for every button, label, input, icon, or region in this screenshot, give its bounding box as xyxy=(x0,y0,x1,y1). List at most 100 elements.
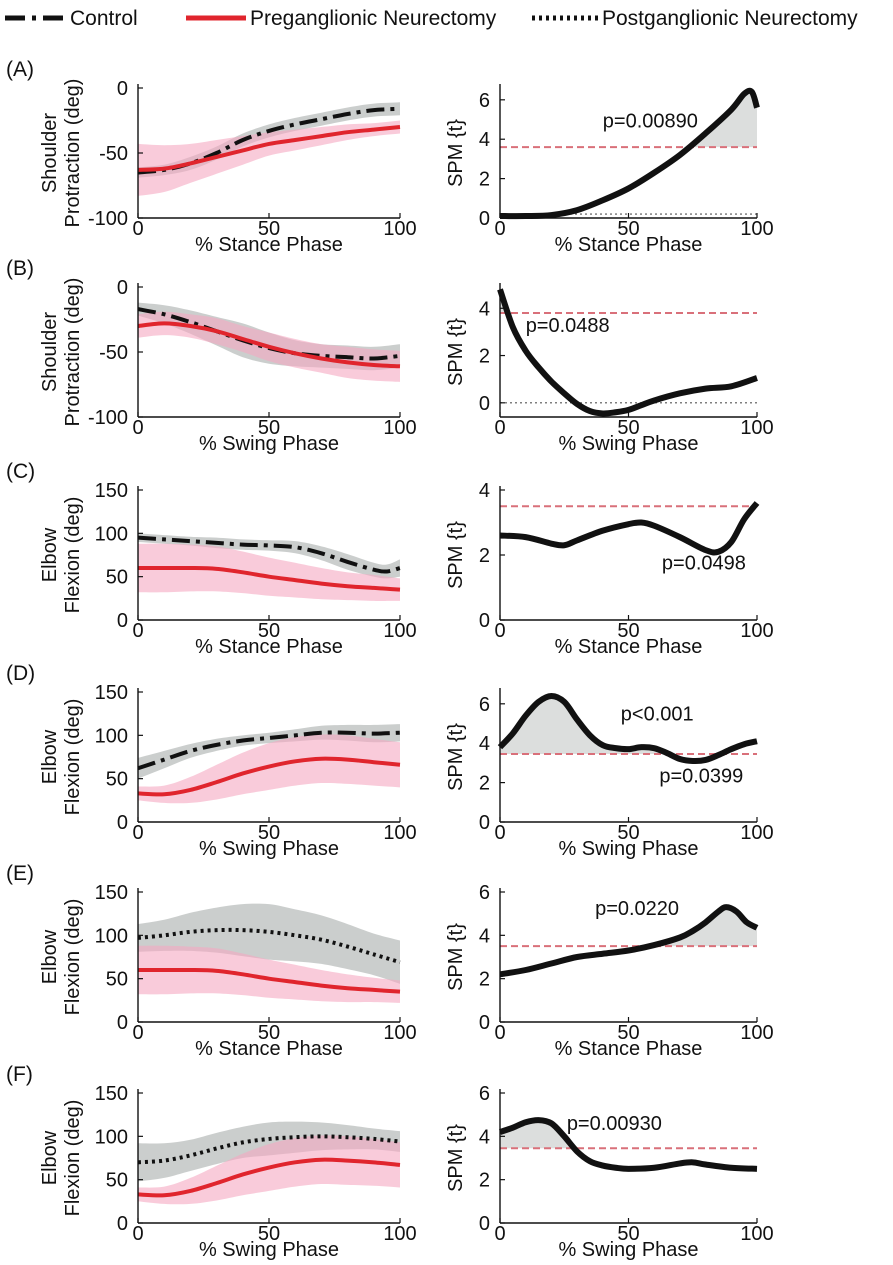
x-tick-label: 100 xyxy=(740,1022,773,1044)
legend-label-preganglionic: Preganglionic Neurectomy xyxy=(250,7,497,30)
legend: Control Preganglionic Neurectomy Postgan… xyxy=(5,7,858,30)
y-tick-label: 50 xyxy=(106,567,128,589)
panel-letter: (C) xyxy=(6,460,35,483)
x-tick-label: 0 xyxy=(132,822,143,844)
y-tick-label: 2 xyxy=(479,773,490,795)
spm-t-curve xyxy=(499,1117,758,1172)
mean-line-1 xyxy=(137,125,401,172)
y-tick-label: 100 xyxy=(95,725,128,747)
y-axis-label: SPM {t} xyxy=(445,923,467,991)
x-tick-label: 100 xyxy=(740,822,773,844)
mean-line-1 xyxy=(137,321,401,369)
panel-letter: (F) xyxy=(6,1063,33,1086)
y-tick-label: 150 xyxy=(95,480,128,502)
x-axis-label: % Stance Phase xyxy=(195,234,343,256)
x-tick-label: 50 xyxy=(617,1022,639,1044)
x-tick-label: 0 xyxy=(494,822,505,844)
p-value-annotation-0: p=0.0220 xyxy=(595,898,679,920)
y-tick-label: 4 xyxy=(479,925,490,947)
y-tick-label: 0 xyxy=(479,610,490,632)
y-axis-label: ShoulderProtraction (deg) xyxy=(39,278,84,427)
panel-letter: (B) xyxy=(6,257,34,280)
x-tick-label: 50 xyxy=(617,620,639,642)
panel-c-spm: p=0.0498 SPM {t} 0 2 4 0 50 100 % Stance Phase xyxy=(445,480,774,658)
x-tick-label: 0 xyxy=(494,417,505,439)
y-axis-label: ElbowFlexion (deg) xyxy=(39,497,84,614)
spm-t-curve xyxy=(497,692,758,764)
panel-letter: (A) xyxy=(6,58,34,81)
panel-a-spm: p=0.00890 SPM {t} 0 2 4 6 0 50 100 % Stance Phase xyxy=(445,84,774,256)
x-tick-label: 100 xyxy=(383,822,416,844)
y-axis-label-line: Shoulder xyxy=(39,113,61,193)
x-tick-label: 50 xyxy=(258,620,280,642)
panels: (A)ShoulderProtraction (deg) 0-50-100 0 50 1… xyxy=(6,58,774,1261)
y-axis-label: SPM {t} xyxy=(445,1124,467,1192)
x-axis-label: % Stance Phase xyxy=(555,234,703,256)
y-axis-label: SPM {t} xyxy=(445,521,467,589)
y-tick-label: 0 xyxy=(117,1012,128,1034)
panel-a-kinematics: (A)ShoulderProtraction (deg) 0-50-100 0 50 1… xyxy=(6,58,417,256)
y-tick-label: 6 xyxy=(479,90,490,112)
y-tick-label: -100 xyxy=(88,208,128,230)
x-tick-label: 0 xyxy=(494,218,505,240)
x-axis-label: % Swing Phase xyxy=(558,433,698,455)
y-tick-label: 4 xyxy=(479,733,490,755)
y-axis-label-line: Flexion (deg) xyxy=(62,497,84,614)
mean-line-0 xyxy=(137,927,401,965)
x-tick-label: 50 xyxy=(617,218,639,240)
y-axis-label: ElbowFlexion (deg) xyxy=(39,899,84,1016)
y-tick-label: 50 xyxy=(106,969,128,991)
mean-line-1 xyxy=(137,1157,401,1198)
y-tick-label: 2 xyxy=(479,346,490,368)
panel-b-kinematics: (B)ShoulderProtraction (deg) 0-50-100 0 50 1… xyxy=(6,257,417,455)
y-tick-label: 0 xyxy=(479,1213,490,1235)
x-tick-label: 100 xyxy=(740,620,773,642)
spm-t-curve xyxy=(499,87,760,220)
y-axis-label-line: Protraction (deg) xyxy=(62,278,84,427)
mean-line-1 xyxy=(138,565,401,592)
y-axis-label-line: Elbow xyxy=(39,527,61,582)
sd-band-1 xyxy=(138,120,400,196)
p-value-annotation-0: p=0.00890 xyxy=(603,110,698,132)
sd-band-0 xyxy=(138,533,400,579)
y-tick-label: 0 xyxy=(117,610,128,632)
y-axis-label: ElbowFlexion (deg) xyxy=(39,1100,84,1217)
p-value-annotation-0: p=0.0488 xyxy=(526,315,610,337)
y-axis-label: SPM {t} xyxy=(445,119,467,187)
y-axis-label: SPM {t} xyxy=(445,318,467,386)
y-axis-label-line: Shoulder xyxy=(39,312,61,392)
p-value-annotation-0: p<0.001 xyxy=(621,704,694,726)
spm-t-curve xyxy=(499,904,759,978)
y-tick-label: 50 xyxy=(106,1170,128,1192)
x-tick-label: 0 xyxy=(132,218,143,240)
x-tick-label: 0 xyxy=(494,1022,505,1044)
y-tick-label: 0 xyxy=(479,393,490,415)
y-tick-label: 0 xyxy=(479,812,490,834)
y-tick-label: 100 xyxy=(95,1126,128,1148)
y-tick-label: 6 xyxy=(479,882,490,904)
x-tick-label: 0 xyxy=(132,417,143,439)
y-tick-label: 100 xyxy=(95,523,128,545)
mean-line-0 xyxy=(137,730,401,771)
panel-b-spm: p=0.0488 SPM {t} 0 2 4 0 50 100 % Swing Phase xyxy=(445,283,774,455)
x-tick-label: 50 xyxy=(258,417,280,439)
y-tick-label: 2 xyxy=(479,169,490,191)
p-value-annotation-0: p=0.0498 xyxy=(662,553,746,575)
y-axis-label-line: Elbow xyxy=(39,929,61,984)
x-tick-label: 100 xyxy=(383,218,416,240)
p-value-annotation-0: p=0.00930 xyxy=(567,1113,662,1135)
x-axis-label: % Stance Phase xyxy=(195,636,343,658)
mean-line-1 xyxy=(137,756,401,797)
y-tick-label: 2 xyxy=(479,1170,490,1192)
x-tick-label: 50 xyxy=(617,822,639,844)
y-tick-label: 0 xyxy=(479,1012,490,1034)
x-axis-label: % Stance Phase xyxy=(195,1038,343,1060)
y-tick-label: 100 xyxy=(95,925,128,947)
x-axis-label: % Swing Phase xyxy=(199,1239,339,1261)
y-tick-label: -50 xyxy=(99,143,128,165)
y-tick-label: -100 xyxy=(88,407,128,429)
x-tick-label: 0 xyxy=(494,1223,505,1245)
x-axis-label: % Swing Phase xyxy=(558,1239,698,1261)
